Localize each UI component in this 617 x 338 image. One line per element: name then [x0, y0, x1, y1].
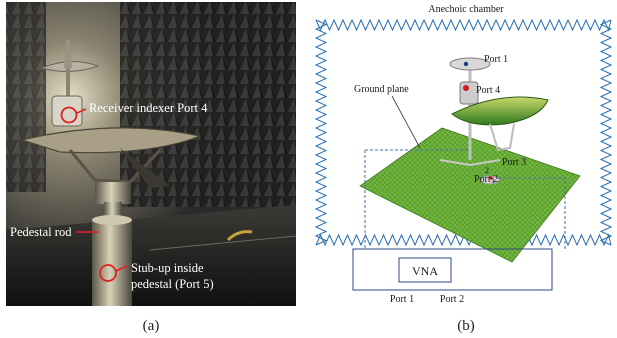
- absorber-right: [599, 19, 613, 246]
- port1-label: Port 1: [484, 54, 508, 65]
- absorber-wall-left: [6, 2, 46, 192]
- port2-label: Port 2: [474, 174, 498, 185]
- floor-cable: [226, 230, 253, 242]
- port5-marker-circle: [99, 264, 117, 282]
- floor-edge: [149, 235, 296, 251]
- stub-up-label-line1: Stub-up inside: [131, 261, 204, 275]
- port1-cable: [364, 149, 472, 250]
- pedestal-base: [480, 175, 500, 185]
- stub-pointer: [115, 265, 128, 272]
- ground-plane-label: Ground plane: [354, 84, 409, 95]
- dish-support-arms: [68, 148, 162, 184]
- vna-box: [398, 257, 452, 283]
- reflector-support: [489, 123, 515, 152]
- dish-bracket: [120, 148, 170, 188]
- port4-label: Port 4: [476, 85, 500, 96]
- port-marker-2: 2: [485, 166, 489, 175]
- anechoic-chamber-title: Anechoic chamber: [428, 4, 504, 15]
- upper-support: [64, 40, 72, 68]
- pedestal-top: [92, 215, 132, 225]
- caption-b: (b): [457, 318, 475, 334]
- port-marker-1: 1: [491, 176, 495, 185]
- receiver-indexer-label: Receiver indexer Port 4: [89, 101, 208, 115]
- absorber-top: [315, 18, 612, 32]
- vna-port1-label: Port 1: [390, 294, 414, 305]
- pedestal-rod-label: Pedestal rod: [10, 225, 72, 239]
- chamber-floor: [6, 205, 296, 306]
- ground-plane: [359, 127, 581, 263]
- main-reflector: [451, 96, 549, 126]
- port3-label: Port 3: [502, 157, 526, 168]
- port1-dot: [463, 61, 469, 67]
- rod-collar: [95, 182, 131, 204]
- main-dish: [19, 127, 203, 154]
- upper-mast: [66, 68, 70, 108]
- pedestal-legs: [439, 159, 501, 167]
- port4-marker-circle: [60, 106, 78, 124]
- stub-up-label-line2: pedestal (Port 5): [131, 277, 214, 291]
- photo-panel-a: Receiver indexer Port 4 Pedestal rod Stu…: [6, 2, 296, 306]
- vna-enclosure: [352, 248, 553, 291]
- absorber-left: [314, 19, 328, 246]
- port2-cable: [488, 177, 566, 250]
- upper-reflector: [449, 57, 491, 71]
- receiver-pointer: [76, 108, 87, 114]
- port2-dot: [489, 176, 493, 180]
- pedestal-column: [92, 220, 132, 306]
- ground-plane-pointer: [391, 95, 421, 149]
- port4-dot: [463, 85, 469, 91]
- vna-label: VNA: [412, 264, 438, 278]
- caption-a: (a): [143, 318, 160, 334]
- diagram-panel-b: Anechoic chamber 2 1 Port 1 Port 4 Port …: [314, 4, 613, 305]
- vna-port2-label: Port 2: [440, 294, 464, 305]
